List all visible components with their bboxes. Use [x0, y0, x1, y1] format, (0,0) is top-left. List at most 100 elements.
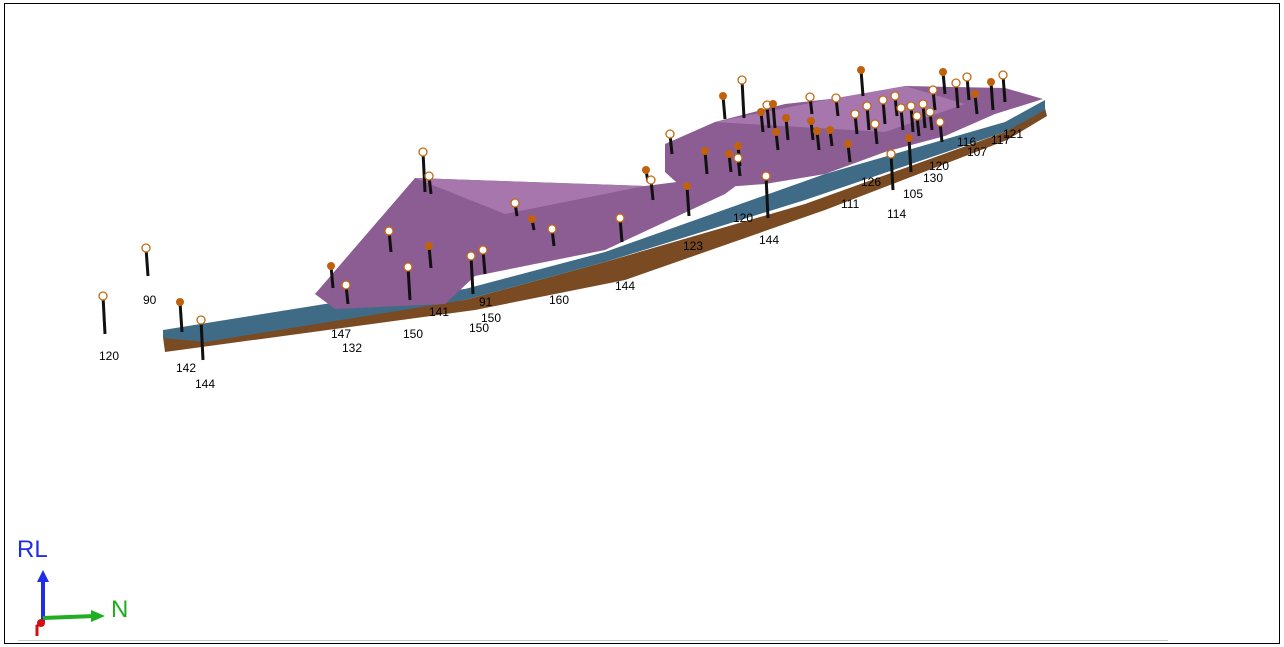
drillhole-trace [406, 266, 412, 301]
drillhole-collar[interactable] [935, 117, 945, 127]
drillhole-collar[interactable] [813, 127, 821, 135]
depth-label: 91 [479, 295, 493, 309]
status-divider [18, 640, 1168, 641]
drillhole-collar[interactable] [683, 182, 691, 190]
drillhole-trace [907, 137, 913, 173]
drillhole-collar[interactable] [141, 243, 151, 253]
drillhole-collar[interactable] [878, 95, 888, 105]
depth-label: 114 [887, 207, 906, 221]
drillhole-trace [178, 301, 184, 333]
depth-label: 111 [841, 197, 860, 211]
drillhole-collar[interactable] [870, 119, 880, 129]
drillhole-collar[interactable] [547, 224, 557, 234]
upper-strata-layer [163, 100, 1045, 342]
depth-label: 144 [615, 279, 635, 293]
drillhole-collar[interactable] [805, 92, 815, 102]
drillhole-collar[interactable] [646, 175, 656, 185]
drillhole-collar[interactable] [424, 171, 434, 181]
drillhole-collar[interactable] [925, 107, 935, 117]
drillhole-collar[interactable] [826, 126, 834, 134]
depth-label: 107 [967, 145, 987, 159]
drillhole-trace [685, 185, 691, 217]
drillhole-collar[interactable] [466, 251, 476, 261]
depth-label: 120 [929, 159, 949, 173]
drillhole-collar[interactable] [971, 90, 979, 98]
drillhole-collar[interactable] [478, 245, 488, 255]
top-surface-west-facet [415, 178, 645, 214]
drillhole-collar[interactable] [615, 213, 625, 223]
drillhole-collar[interactable] [886, 149, 896, 159]
drillhole-collar[interactable] [831, 93, 841, 103]
drillhole-collar[interactable] [384, 226, 394, 236]
depth-label: 150 [481, 311, 501, 325]
drillhole-trace [421, 151, 427, 193]
drillhole-collar[interactable] [890, 91, 900, 101]
depth-label: 117 [991, 133, 1010, 147]
drillhole-collar[interactable] [998, 70, 1008, 80]
drillhole-trace [764, 175, 770, 219]
depth-label: 105 [903, 187, 923, 201]
depth-label: 116 [957, 135, 976, 149]
drillhole-collar[interactable] [906, 101, 916, 111]
drillhole-collar[interactable] [912, 111, 922, 121]
drillhole-collar[interactable] [905, 134, 913, 142]
depth-label: 141 [429, 305, 449, 319]
drillhole-collar[interactable] [719, 92, 727, 100]
depth-label: 126 [861, 175, 881, 189]
drillhole-collar[interactable] [196, 315, 206, 325]
drillhole-collar[interactable] [844, 140, 852, 148]
drillhole-collar[interactable] [327, 262, 335, 270]
drillhole-collar[interactable] [951, 78, 961, 88]
depth-label: 121 [1003, 127, 1023, 141]
drillhole-collar[interactable] [176, 298, 184, 306]
depth-label: 160 [549, 293, 569, 307]
drillhole-trace [859, 69, 865, 97]
drillhole-collar[interactable] [425, 242, 433, 250]
drillhole-collar[interactable] [701, 147, 709, 155]
drillhole-collar[interactable] [757, 108, 765, 116]
drillhole-collar[interactable] [807, 117, 815, 125]
drillhole-collar[interactable] [737, 75, 747, 85]
drillhole-trace [889, 153, 895, 191]
drillhole-collar[interactable] [987, 78, 995, 86]
drillhole-trace [144, 247, 150, 277]
axis-up-arrowhead [37, 570, 49, 582]
drillhole-trace [989, 81, 995, 111]
drillhole-collar[interactable] [939, 68, 947, 76]
orientation-gizmo[interactable] [19, 566, 109, 636]
drillhole-collar[interactable] [862, 101, 872, 111]
drillhole-collar[interactable] [403, 262, 413, 272]
drillhole-trace [469, 255, 475, 295]
drillhole-collar[interactable] [642, 166, 650, 174]
drillhole-collar[interactable] [918, 99, 928, 109]
drillhole-collar[interactable] [850, 109, 860, 119]
drillhole-collar[interactable] [733, 153, 743, 163]
drillhole-collar[interactable] [962, 72, 972, 82]
drillhole-collar[interactable] [528, 215, 536, 223]
drillhole-collar[interactable] [896, 103, 906, 113]
drillhole-collar[interactable] [98, 291, 108, 301]
drillhole-collar[interactable] [734, 142, 742, 150]
drillhole-collar[interactable] [341, 280, 351, 290]
drillhole-collar[interactable] [510, 198, 520, 208]
3d-viewport[interactable]: 120 90 142 144 147 132 150 141 150 150 91 160 144 123… [4, 3, 1280, 644]
depth-label: 130 [923, 171, 943, 185]
top-surface-west [315, 164, 765, 309]
drillhole-collar[interactable] [725, 150, 733, 158]
depth-label: 144 [759, 233, 779, 247]
drillhole-trace [771, 103, 777, 129]
drillhole-collar[interactable] [665, 129, 675, 139]
axis-north-arrowhead [91, 610, 105, 622]
drillhole-collar[interactable] [928, 85, 938, 95]
drillhole-collar[interactable] [418, 147, 428, 157]
drillhole-collar[interactable] [782, 114, 790, 122]
drillhole-collar[interactable] [761, 171, 771, 181]
depth-label: 150 [469, 321, 489, 335]
drillhole-collar[interactable] [769, 100, 777, 108]
depth-label: 90 [143, 293, 157, 307]
drillhole-collar[interactable] [772, 128, 780, 136]
drillhole-collar[interactable] [857, 66, 865, 74]
drillhole-trace [101, 295, 107, 335]
